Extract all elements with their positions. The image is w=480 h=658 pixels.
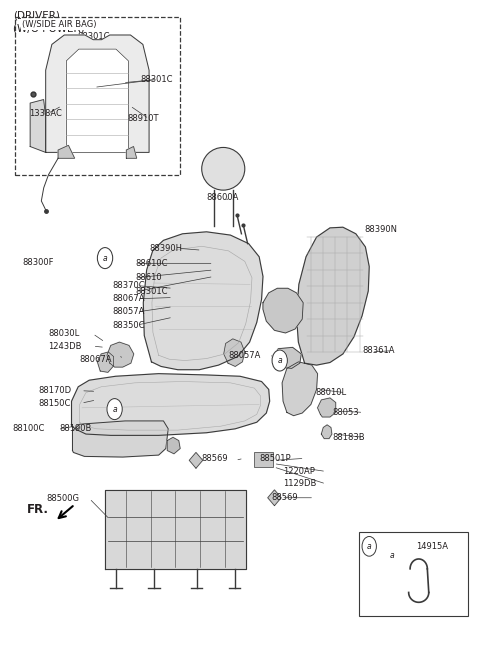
Text: 88390N: 88390N (364, 225, 397, 234)
Text: a: a (112, 405, 117, 414)
Text: a: a (103, 253, 108, 263)
Polygon shape (46, 35, 149, 153)
Text: 1220AP: 1220AP (283, 467, 315, 476)
Circle shape (97, 247, 113, 268)
Text: (W/SIDE AIR BAG): (W/SIDE AIR BAG) (22, 20, 97, 29)
Text: 88301C: 88301C (78, 32, 110, 41)
Text: 88100C: 88100C (12, 424, 45, 434)
Text: 88350C: 88350C (112, 320, 144, 330)
Polygon shape (189, 453, 203, 468)
Text: 1129DB: 1129DB (283, 480, 316, 488)
Polygon shape (66, 49, 128, 153)
Text: 88300F: 88300F (22, 257, 54, 266)
Text: a: a (277, 356, 282, 365)
Text: (DRIVER): (DRIVER) (12, 11, 60, 20)
Text: 88569: 88569 (271, 494, 298, 502)
Text: 88067A: 88067A (112, 294, 144, 303)
Polygon shape (105, 490, 246, 569)
Text: 88361A: 88361A (362, 346, 395, 355)
Polygon shape (224, 339, 245, 367)
Text: FR.: FR. (27, 503, 49, 516)
Ellipse shape (202, 147, 245, 190)
Polygon shape (126, 147, 137, 159)
Polygon shape (144, 232, 263, 370)
Text: 88190B: 88190B (59, 424, 92, 434)
Text: 88183B: 88183B (332, 433, 365, 442)
Text: 88170D: 88170D (38, 386, 71, 395)
Polygon shape (297, 227, 369, 365)
Text: 88370C: 88370C (112, 281, 145, 290)
Polygon shape (97, 352, 114, 372)
Polygon shape (282, 362, 318, 416)
Text: a: a (367, 542, 372, 551)
Text: 88600A: 88600A (206, 193, 239, 202)
Text: 88301C: 88301C (136, 287, 168, 296)
Text: 88390H: 88390H (149, 243, 182, 253)
Text: 88501P: 88501P (259, 454, 291, 463)
Polygon shape (72, 374, 270, 436)
Polygon shape (318, 398, 336, 417)
Circle shape (107, 399, 122, 420)
Polygon shape (322, 425, 332, 439)
Text: 14915A: 14915A (416, 542, 448, 551)
Text: 88057A: 88057A (112, 307, 144, 316)
Text: 88057A: 88057A (228, 351, 261, 360)
Text: 88067A: 88067A (80, 355, 112, 365)
Text: 88053: 88053 (332, 408, 359, 417)
Text: 88610C: 88610C (136, 259, 168, 268)
Bar (254, 453, 273, 467)
Text: 1243DB: 1243DB (48, 342, 82, 351)
Text: a: a (389, 551, 394, 560)
Text: 88010L: 88010L (316, 388, 347, 397)
Bar (359, 532, 468, 616)
Polygon shape (30, 99, 46, 153)
Text: 88150C: 88150C (38, 399, 71, 408)
Text: 88610: 88610 (136, 273, 162, 282)
Polygon shape (273, 347, 301, 368)
Text: 88301C: 88301C (140, 75, 172, 84)
Text: 88569: 88569 (202, 454, 228, 463)
Text: 88910T: 88910T (128, 114, 159, 124)
Bar (15, 17, 180, 174)
Circle shape (362, 536, 376, 556)
Polygon shape (107, 342, 134, 367)
Polygon shape (263, 288, 303, 333)
Text: (W/O POWER): (W/O POWER) (12, 24, 84, 34)
Polygon shape (167, 438, 180, 454)
Polygon shape (72, 421, 168, 457)
Text: 88030L: 88030L (48, 329, 80, 338)
Circle shape (384, 545, 399, 566)
Circle shape (272, 350, 288, 371)
Text: 88500G: 88500G (46, 494, 79, 503)
Text: 1338AC: 1338AC (29, 109, 62, 118)
Polygon shape (58, 145, 74, 159)
Polygon shape (268, 490, 281, 505)
